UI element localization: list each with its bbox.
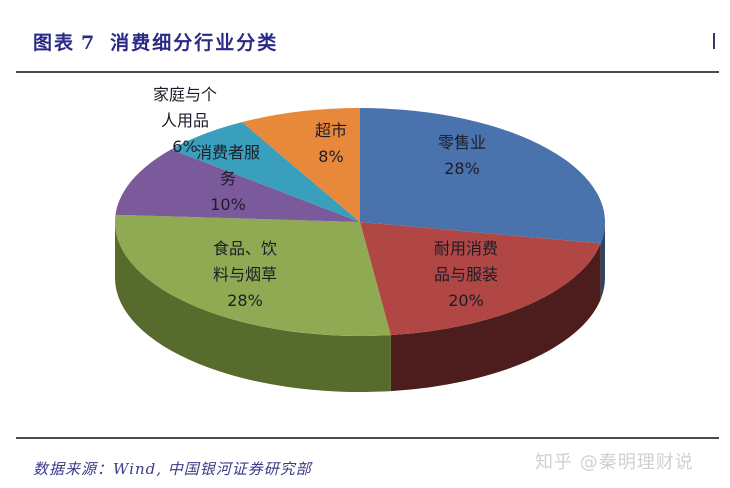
slice-label-percent: 6% bbox=[172, 137, 198, 156]
slice-label-name: 务 bbox=[219, 169, 237, 188]
watermark: 知乎 @秦明理财说 bbox=[535, 452, 694, 473]
slice-label-name: 消费者服 bbox=[195, 143, 261, 162]
pie-side-耐用消费品与服装 bbox=[390, 243, 601, 392]
figure-title: 图表 7 消费细分行业分类 bbox=[33, 28, 278, 55]
pie-slice-超市 bbox=[241, 108, 360, 222]
pie-side-零售业 bbox=[600, 222, 605, 300]
slice-label-percent: 28% bbox=[227, 291, 263, 310]
slice-label: 家庭与个人用品 6% bbox=[153, 82, 217, 160]
pie-slice-家庭与个人用品 bbox=[171, 122, 360, 222]
pie-slice-耐用消费品与服装 bbox=[360, 222, 601, 336]
slice-label-name: 超市 bbox=[314, 121, 348, 140]
data-source: 数据来源：Wind, 中国银河证券研究部 bbox=[33, 460, 312, 478]
bottom-divider bbox=[16, 437, 719, 439]
figure-number: 7 bbox=[81, 32, 97, 54]
top-divider bbox=[16, 71, 719, 73]
chart-title: 消费细分行业分类 bbox=[110, 32, 279, 54]
slice-label-percent: 20% bbox=[448, 291, 484, 310]
slice-label-name: 零售业 bbox=[437, 133, 487, 152]
slice-label-name: 人用品 bbox=[160, 111, 210, 130]
header-edge-mark bbox=[713, 33, 715, 49]
slice-label-percent: 28% bbox=[444, 159, 480, 178]
figure-label: 图表 bbox=[33, 32, 76, 54]
pie-slice-零售业 bbox=[360, 108, 605, 244]
pie-side-食品、饮料与烟草 bbox=[115, 222, 391, 392]
slice-label-percent: 8% bbox=[318, 147, 344, 166]
slice-label: 零售业 28% bbox=[438, 130, 486, 182]
slice-label-name: 食品、饮 bbox=[212, 239, 278, 258]
slice-label-percent: 10% bbox=[210, 195, 246, 214]
slice-label: 耐用消费品与服装 20% bbox=[434, 236, 498, 314]
slice-label: 消费者服务 10% bbox=[196, 140, 260, 218]
slice-label: 超市 8% bbox=[315, 118, 347, 170]
pie-slice-食品、饮料与烟草 bbox=[114, 214, 391, 336]
slice-label-name: 家庭与个 bbox=[152, 85, 218, 104]
slice-label: 食品、饮料与烟草 28% bbox=[213, 236, 277, 314]
slice-label-name: 料与烟草 bbox=[212, 265, 278, 284]
slice-label-name: 耐用消费 bbox=[433, 239, 499, 258]
pie-slice-消费者服务 bbox=[115, 149, 360, 222]
slice-label-name: 品与服装 bbox=[433, 265, 499, 284]
